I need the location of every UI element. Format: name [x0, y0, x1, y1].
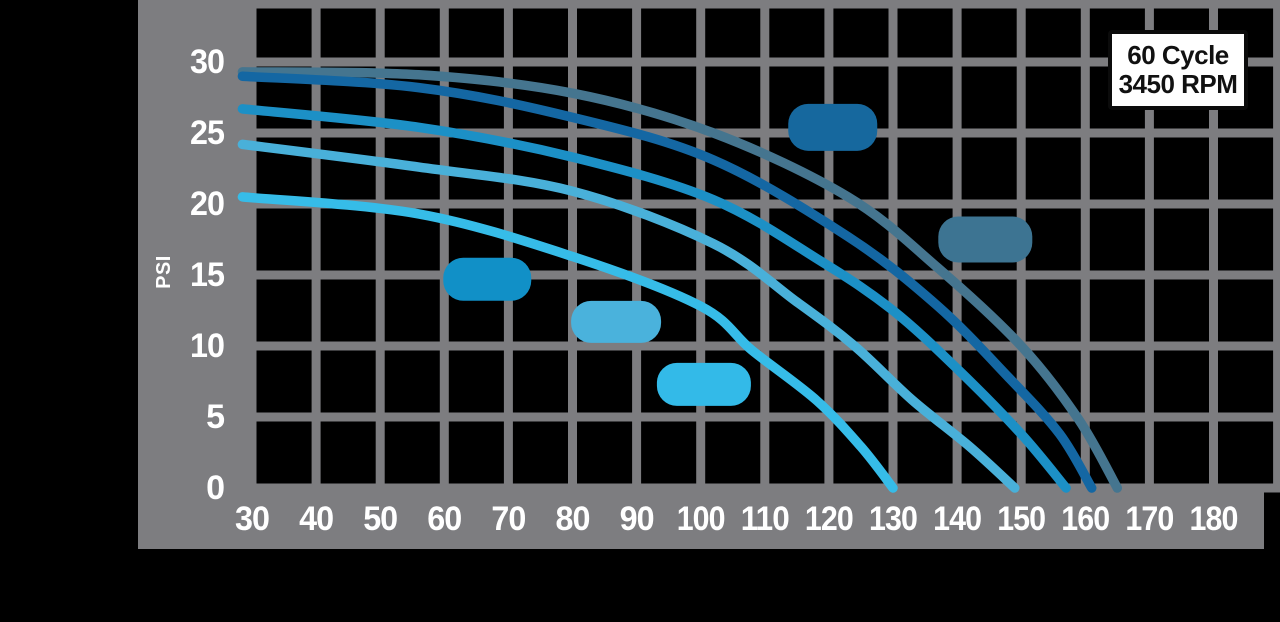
- y-tick-labels: 0 5 10 15 20 25 30: [190, 43, 225, 507]
- y-tick-label: 0: [206, 469, 224, 507]
- x-tick-label: 120: [805, 500, 853, 538]
- curve-2-dark-blue: [237, 71, 1097, 493]
- legend-line-1: 60 Cycle: [1127, 39, 1229, 70]
- curve-1-steel-blue-badge: [938, 216, 1033, 263]
- curve-5-cyan: [237, 192, 898, 493]
- x-axis-band: [138, 487, 1264, 549]
- curve-5-cyan-badge: [656, 362, 751, 406]
- x-tick-label: 100: [677, 500, 725, 538]
- y-axis-band: [138, 0, 248, 549]
- axis-bands: [138, 0, 1264, 549]
- y-tick-label: 5: [206, 398, 224, 436]
- y-tick-label: 20: [190, 185, 224, 223]
- y-tick-label: 25: [190, 114, 224, 152]
- y-axis-title-text: PSI: [152, 255, 175, 289]
- x-tick-labels: 30 40 50 60 70 80 90 100 110 120 130 140 150 160 170 18…: [235, 500, 1239, 538]
- y-axis-title: PSI: [143, 249, 185, 295]
- x-tick-label: 140: [933, 500, 981, 538]
- x-tick-label: 80: [556, 500, 590, 538]
- curve-4-light-blue: [237, 139, 1020, 493]
- curve-4-light-blue-badge: [571, 300, 662, 343]
- x-tick-label: 60: [427, 500, 461, 538]
- x-tick-label: 90: [620, 500, 654, 538]
- x-tick-label: 40: [299, 500, 333, 538]
- curve-badges: [443, 103, 1033, 406]
- x-tick-label: 160: [1061, 500, 1109, 538]
- x-tick-label: 50: [363, 500, 397, 538]
- pump-curves: [237, 67, 1123, 493]
- curve-3-medium-blue: [237, 104, 1071, 493]
- legend-line-2: 3450 RPM: [1118, 69, 1238, 99]
- curve-1-steel-blue: [237, 67, 1123, 493]
- x-tick-label: 180: [1190, 500, 1238, 538]
- x-tick-label: 130: [869, 500, 917, 538]
- curve-2-dark-blue-badge: [788, 103, 878, 151]
- y-tick-label: 30: [190, 43, 224, 81]
- legend-box: 60 Cycle 3450 RPM: [1108, 30, 1248, 110]
- x-tick-label: 70: [491, 500, 525, 538]
- x-tick-label: 170: [1125, 500, 1173, 538]
- y-tick-label: 10: [190, 327, 224, 365]
- x-tick-label: 150: [997, 500, 1045, 538]
- y-tick-label: 15: [190, 256, 224, 294]
- curve-3-medium-blue-badge: [443, 257, 532, 301]
- x-tick-label: 30: [235, 500, 269, 538]
- x-tick-label: 110: [741, 500, 789, 538]
